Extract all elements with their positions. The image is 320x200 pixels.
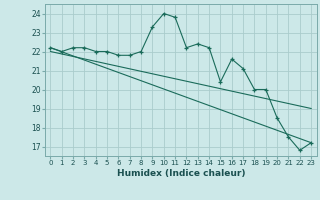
X-axis label: Humidex (Indice chaleur): Humidex (Indice chaleur) [116,169,245,178]
